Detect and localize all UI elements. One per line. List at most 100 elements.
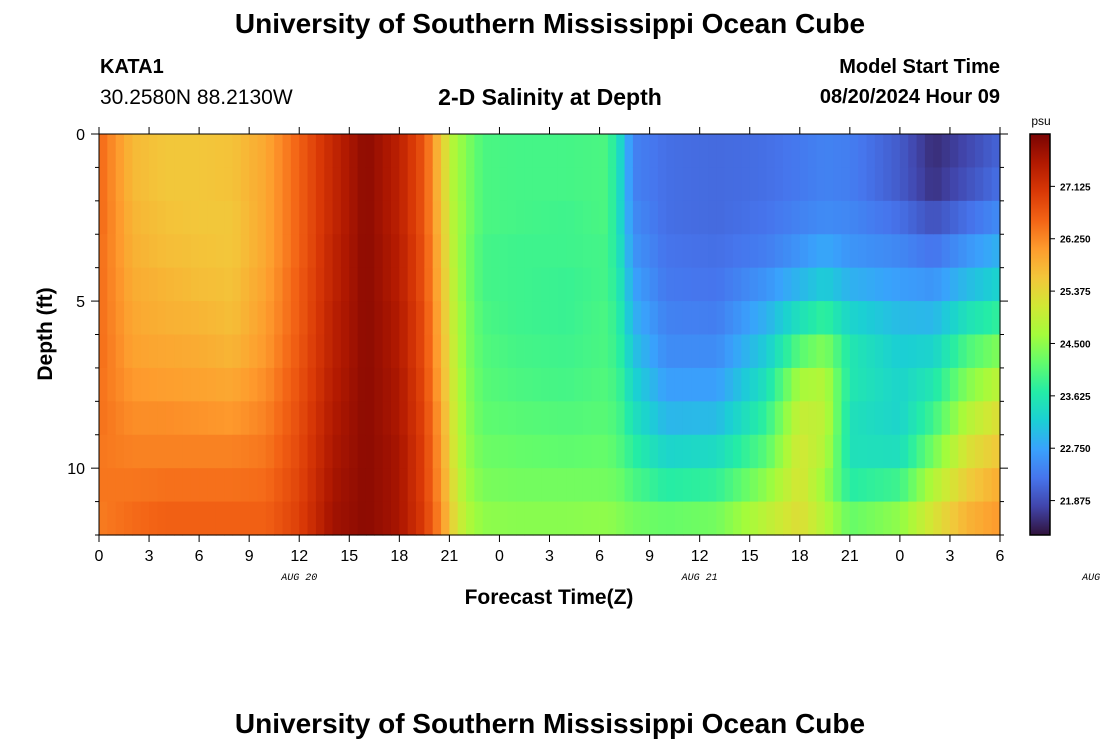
heatmap-cell <box>215 200 225 235</box>
heatmap-cell <box>682 234 692 269</box>
heatmap-cell <box>866 134 876 169</box>
heatmap-cell <box>799 301 809 336</box>
heatmap-cell <box>666 468 676 503</box>
heatmap-cell <box>991 401 1001 436</box>
heatmap-cell <box>441 334 450 369</box>
heatmap-cell <box>824 501 834 536</box>
heatmap-cell <box>557 167 567 202</box>
heatmap-cell <box>874 434 884 469</box>
heatmap-cell <box>808 134 818 169</box>
heatmap-cell <box>833 167 843 202</box>
heatmap-cell <box>199 167 209 202</box>
heatmap-cell <box>641 334 651 369</box>
heatmap-cell <box>424 167 434 202</box>
heatmap-cell <box>682 434 692 469</box>
heatmap-cell <box>374 234 384 269</box>
heatmap-cell <box>983 468 993 503</box>
heatmap-cell <box>841 167 851 202</box>
heatmap-cell <box>249 134 259 169</box>
heatmap-cell <box>432 301 442 336</box>
heatmap-cell <box>340 301 350 336</box>
heatmap-cell <box>649 468 659 503</box>
heatmap-cell <box>240 334 250 369</box>
heatmap-cell <box>499 301 509 336</box>
heatmap-cell <box>858 267 868 302</box>
heatmap-cell <box>315 468 325 503</box>
heatmap-cell <box>833 234 843 269</box>
heatmap-cell <box>157 401 167 436</box>
heatmap-cell <box>290 367 300 402</box>
colorbar-tick-label: 23.625 <box>1060 392 1091 403</box>
heatmap-cell <box>682 501 692 536</box>
heatmap-cell <box>849 267 859 302</box>
heatmap-cell <box>516 334 526 369</box>
heatmap-cell <box>849 434 859 469</box>
heatmap-cell <box>883 200 893 235</box>
heatmap-cell <box>966 501 976 536</box>
heatmap-cell <box>374 200 384 235</box>
heatmap-cell <box>724 267 734 302</box>
heatmap-cell <box>390 501 400 536</box>
heatmap-cell <box>449 267 459 302</box>
heatmap-cell <box>599 134 609 169</box>
heatmap-cell <box>758 134 767 169</box>
heatmap-cell <box>716 234 726 269</box>
heatmap-cell <box>983 134 993 169</box>
heatmap-cell <box>908 134 918 169</box>
heatmap-cell <box>265 200 275 235</box>
heatmap-cell <box>641 434 651 469</box>
heatmap-cell <box>282 200 292 235</box>
heatmap-cell <box>132 301 142 336</box>
heatmap-cell <box>641 167 651 202</box>
heatmap-cell <box>933 167 943 202</box>
heatmap-cell <box>657 401 667 436</box>
heatmap-cell <box>432 267 442 302</box>
heatmap-cell <box>674 401 684 436</box>
heatmap-cell <box>315 367 325 402</box>
heatmap-cell <box>816 167 826 202</box>
heatmap-cell <box>824 301 834 336</box>
heatmap-cell <box>524 434 534 469</box>
heatmap-cell <box>132 367 142 402</box>
heatmap-cell <box>390 234 400 269</box>
heatmap-cell <box>883 501 893 536</box>
heatmap-cell <box>733 267 742 302</box>
heatmap-cell <box>649 434 659 469</box>
heatmap-cell <box>99 200 108 235</box>
heatmap-cell <box>265 468 275 503</box>
heatmap-cell <box>549 334 559 369</box>
heatmap-cell <box>224 401 234 436</box>
heatmap-cell <box>274 434 284 469</box>
heatmap-cell <box>557 334 567 369</box>
heatmap-cell <box>165 267 175 302</box>
heatmap-cell <box>390 334 400 369</box>
x-tick-label: 6 <box>595 548 604 565</box>
heatmap-cell <box>107 334 117 369</box>
heatmap-cell <box>140 434 150 469</box>
heatmap-cell <box>232 434 242 469</box>
heatmap-cell <box>799 200 809 235</box>
heatmap-cell <box>340 367 350 402</box>
heatmap-cell <box>783 267 793 302</box>
heatmap-cell <box>365 134 375 169</box>
heatmap-cell <box>282 134 292 169</box>
heatmap-cell <box>949 434 959 469</box>
heatmap-cell <box>824 401 834 436</box>
heatmap-cell <box>140 468 150 503</box>
heatmap-cell <box>883 401 893 436</box>
heatmap-cell <box>357 134 367 169</box>
heatmap-cell <box>157 301 167 336</box>
heatmap-cell <box>207 301 217 336</box>
heatmap-cell <box>390 468 400 503</box>
heatmap-cell <box>249 200 259 235</box>
heatmap-cell <box>941 134 951 169</box>
heatmap-cell <box>716 134 726 169</box>
heatmap-cell <box>265 434 275 469</box>
heatmap-cell <box>783 434 793 469</box>
heatmap-cell <box>449 468 459 503</box>
heatmap-cell <box>691 367 701 402</box>
heatmap-cell <box>674 267 684 302</box>
heatmap-cell <box>416 134 425 169</box>
heatmap-cell <box>149 401 158 436</box>
heatmap-cell <box>124 434 133 469</box>
